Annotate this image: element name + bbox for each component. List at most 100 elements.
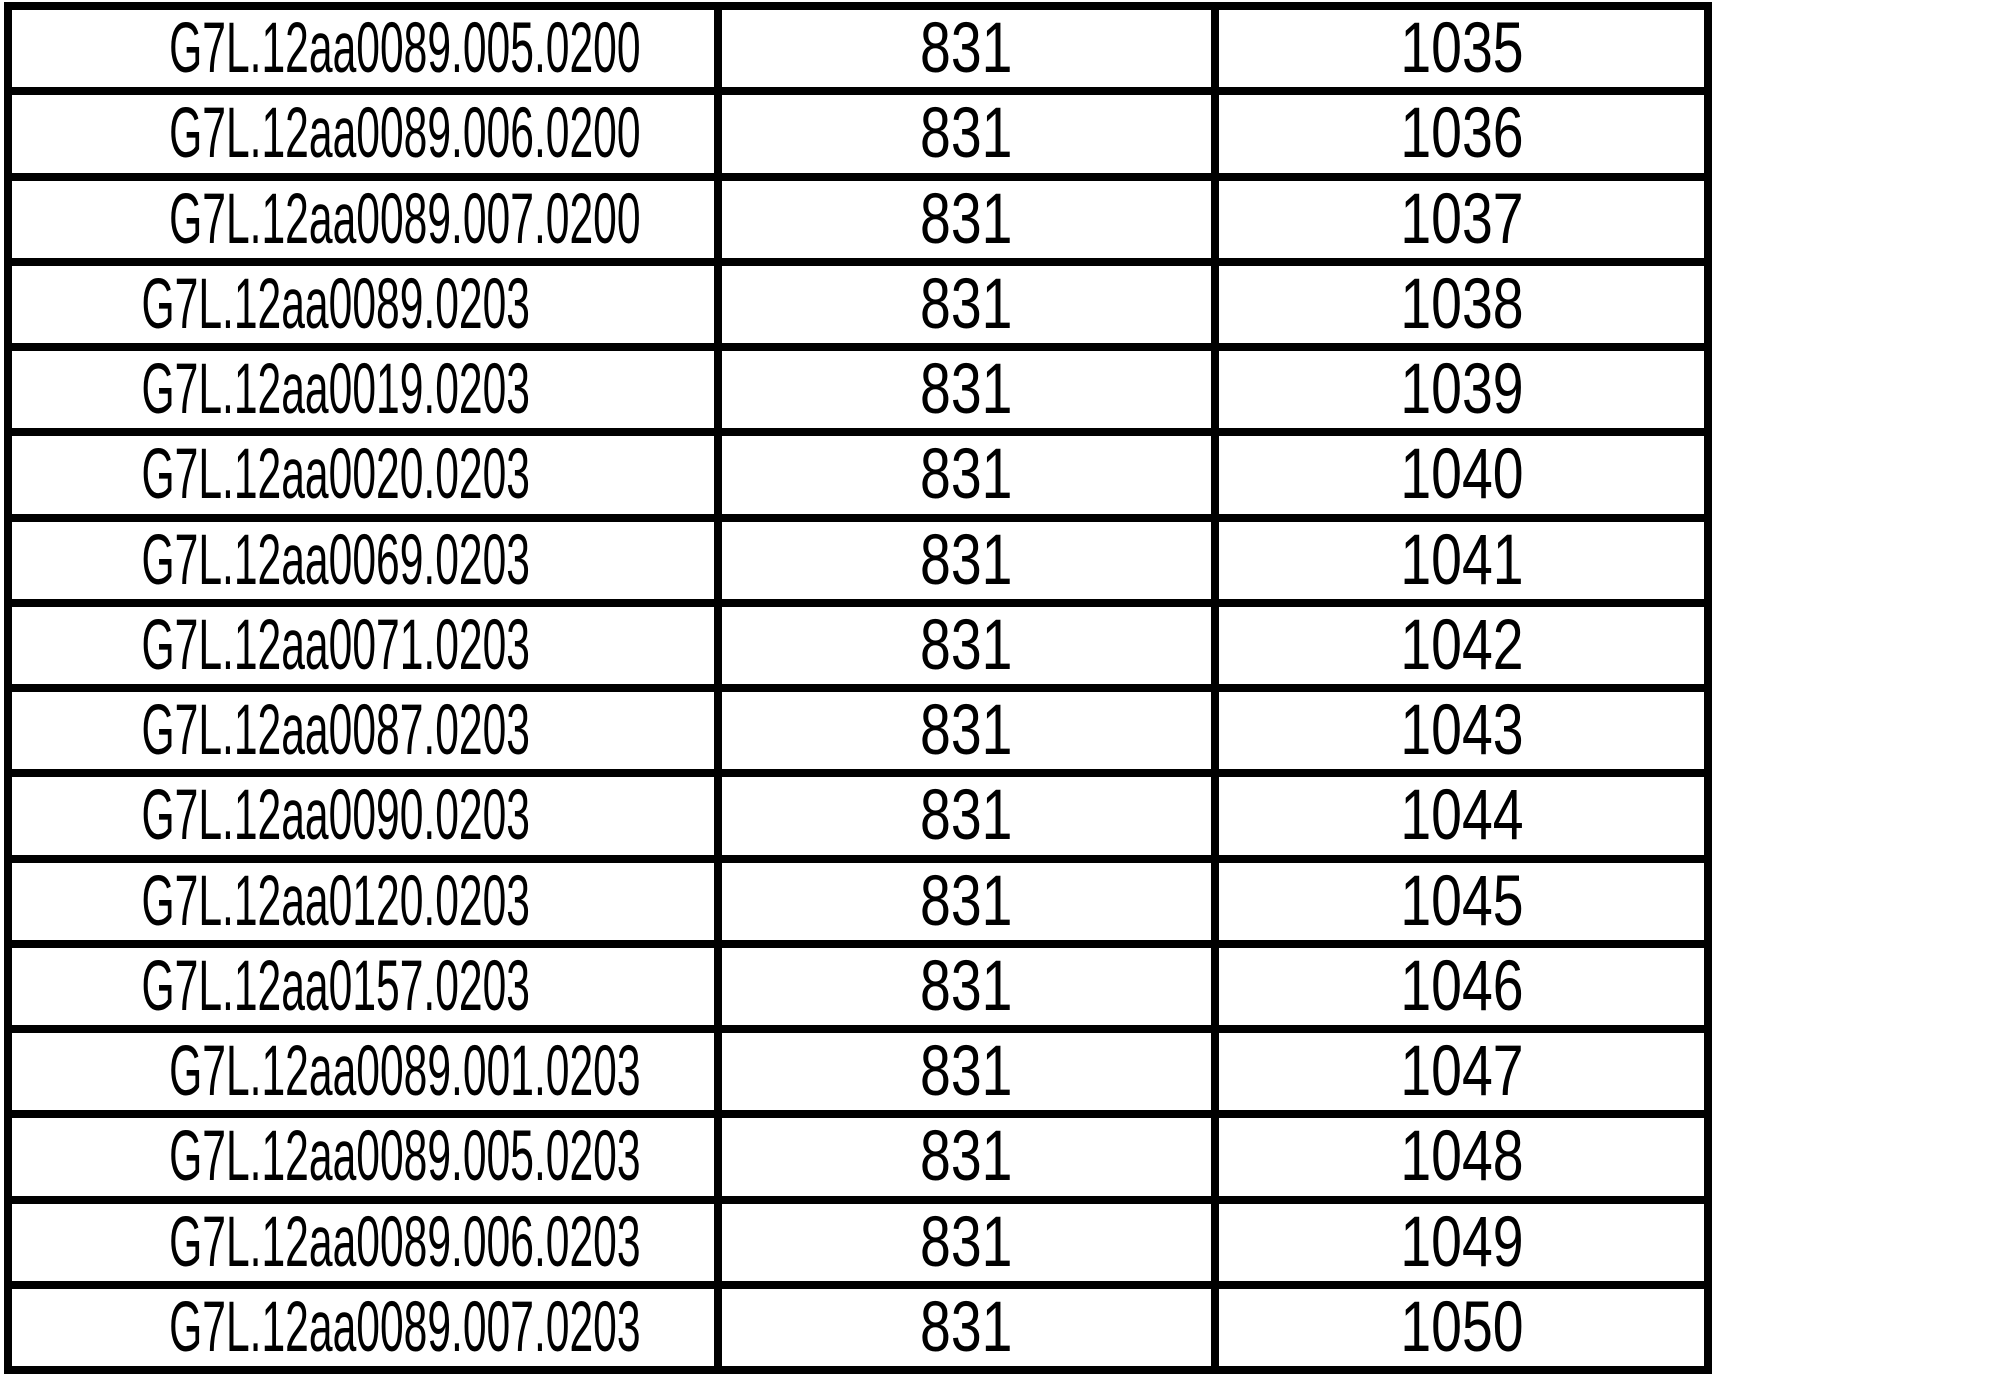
table-row: G7L.12aa0157.0203 831 1046	[4, 939, 1712, 1034]
table-cell-identifier: G7L.12aa0089.007.0203	[4, 1280, 722, 1375]
table-cell-col3-value: 1039	[1211, 342, 1712, 437]
col2-value-text: 831	[920, 861, 1013, 941]
table-row: G7L.12aa0019.0203 831 1039	[4, 342, 1712, 437]
table-cell-col2-value: 831	[714, 598, 1219, 693]
identifier-text: G7L.12aa0089.007.0200	[169, 179, 641, 259]
table-cell-identifier: G7L.12aa0089.005.0200	[4, 1, 722, 96]
table-cell-identifier: G7L.12aa0089.006.0200	[4, 87, 722, 181]
table-cell-col2-value: 831	[714, 342, 1219, 437]
table-row: G7L.12aa0089.0203 831 1038	[4, 257, 1712, 352]
table-cell-col3-value: 1038	[1211, 257, 1712, 352]
table-cell-col2-value: 831	[714, 1, 1219, 96]
table-row: G7L.12aa0089.007.0203 831 1050	[4, 1280, 1712, 1375]
table-cell-col2-value: 831	[714, 1024, 1219, 1119]
table-row: G7L.12aa0090.0203 831 1044	[4, 769, 1712, 863]
table-cell-col3-value: 1044	[1211, 769, 1712, 863]
identifier-text: G7L.12aa0089.007.0203	[169, 1287, 641, 1367]
table-row: G7L.12aa0089.006.0200 831 1036	[4, 87, 1712, 181]
table-cell-col2-value: 831	[714, 1280, 1219, 1375]
table-row: G7L.12aa0071.0203 831 1042	[4, 598, 1712, 693]
table-body: G7L.12aa0089.005.0200 831 1035 G7L.12aa0…	[4, 1, 1712, 1375]
table-cell-col2-value: 831	[714, 513, 1219, 607]
table-cell-identifier: G7L.12aa0090.0203	[4, 769, 722, 863]
table-cell-identifier: G7L.12aa0089.007.0200	[4, 172, 722, 266]
col3-value-text: 1041	[1399, 520, 1524, 600]
col3-value-text: 1043	[1399, 691, 1524, 771]
col3-value-text: 1048	[1399, 1117, 1524, 1197]
col2-value-text: 831	[920, 264, 1013, 344]
table-row: G7L.12aa0089.005.0200 831 1035	[4, 1, 1712, 96]
table-row: G7L.12aa0089.006.0203 831 1049	[4, 1195, 1712, 1289]
identifier-text: G7L.12aa0089.005.0200	[169, 9, 641, 89]
col2-value-text: 831	[920, 94, 1013, 174]
table-cell-col2-value: 831	[714, 683, 1219, 778]
table-row: G7L.12aa0069.0203 831 1041	[4, 513, 1712, 607]
table-cell-identifier: G7L.12aa0089.001.0203	[4, 1024, 722, 1119]
table-cell-identifier: G7L.12aa0157.0203	[4, 939, 722, 1034]
col3-value-text: 1049	[1399, 1202, 1524, 1282]
col3-value-text: 1038	[1399, 264, 1524, 344]
col2-value-text: 831	[920, 605, 1013, 685]
identifier-text: G7L.12aa0020.0203	[141, 435, 530, 515]
table-row: G7L.12aa0020.0203 831 1040	[4, 428, 1712, 522]
table-row: G7L.12aa0089.007.0200 831 1037	[4, 172, 1712, 266]
col3-value-text: 1044	[1399, 776, 1524, 856]
col3-value-text: 1040	[1399, 435, 1524, 515]
col3-value-text: 1045	[1399, 861, 1524, 941]
table-cell-col2-value: 831	[714, 769, 1219, 863]
col3-value-text: 1037	[1399, 179, 1524, 259]
col2-value-text: 831	[920, 520, 1013, 600]
col3-value-text: 1042	[1399, 605, 1524, 685]
table-cell-col2-value: 831	[714, 854, 1219, 948]
table-row: G7L.12aa0089.005.0203 831 1048	[4, 1110, 1712, 1204]
col3-value-text: 1047	[1399, 1032, 1524, 1112]
table-cell-col2-value: 831	[714, 1195, 1219, 1289]
table-cell-col3-value: 1050	[1211, 1280, 1712, 1375]
col3-value-text: 1039	[1399, 350, 1524, 430]
col3-value-text: 1035	[1399, 9, 1524, 89]
table-cell-identifier: G7L.12aa0120.0203	[4, 854, 722, 948]
table-cell-identifier: G7L.12aa0020.0203	[4, 428, 722, 522]
table-cell-col3-value: 1040	[1211, 428, 1712, 522]
sequence-id-table: G7L.12aa0089.005.0200 831 1035 G7L.12aa0…	[4, 1, 1712, 1375]
identifier-text: G7L.12aa0089.006.0200	[169, 94, 641, 174]
table-cell-identifier: G7L.12aa0069.0203	[4, 513, 722, 607]
table-cell-col2-value: 831	[714, 939, 1219, 1034]
table-cell-col2-value: 831	[714, 428, 1219, 522]
col2-value-text: 831	[920, 9, 1013, 89]
table-cell-identifier: G7L.12aa0089.005.0203	[4, 1110, 722, 1204]
table-cell-col3-value: 1048	[1211, 1110, 1712, 1204]
col2-value-text: 831	[920, 1117, 1013, 1197]
table-cell-col3-value: 1049	[1211, 1195, 1712, 1289]
table-cell-identifier: G7L.12aa0087.0203	[4, 683, 722, 778]
identifier-text: G7L.12aa0090.0203	[141, 776, 530, 856]
table-cell-col3-value: 1047	[1211, 1024, 1712, 1119]
table-cell-col3-value: 1043	[1211, 683, 1712, 778]
table-cell-col2-value: 831	[714, 87, 1219, 181]
col3-value-text: 1050	[1399, 1287, 1524, 1367]
col2-value-text: 831	[920, 776, 1013, 856]
col2-value-text: 831	[920, 350, 1013, 430]
table-cell-col2-value: 831	[714, 1110, 1219, 1204]
col2-value-text: 831	[920, 179, 1013, 259]
col3-value-text: 1046	[1399, 946, 1524, 1026]
table-cell-identifier: G7L.12aa0089.0203	[4, 257, 722, 352]
col2-value-text: 831	[920, 691, 1013, 771]
identifier-text: G7L.12aa0071.0203	[141, 605, 530, 685]
table-cell-col3-value: 1035	[1211, 1, 1712, 96]
table-cell-col3-value: 1041	[1211, 513, 1712, 607]
table-cell-identifier: G7L.12aa0019.0203	[4, 342, 722, 437]
identifier-text: G7L.12aa0069.0203	[141, 520, 530, 600]
table-cell-col3-value: 1036	[1211, 87, 1712, 181]
table-cell-col3-value: 1046	[1211, 939, 1712, 1034]
identifier-text: G7L.12aa0089.006.0203	[169, 1202, 641, 1282]
table-cell-col3-value: 1045	[1211, 854, 1712, 948]
col2-value-text: 831	[920, 1287, 1013, 1367]
identifier-text: G7L.12aa0120.0203	[141, 861, 530, 941]
identifier-text: G7L.12aa0089.001.0203	[169, 1032, 641, 1112]
col2-value-text: 831	[920, 946, 1013, 1026]
identifier-text: G7L.12aa0089.005.0203	[169, 1117, 641, 1197]
identifier-text: G7L.12aa0089.0203	[141, 264, 530, 344]
table-cell-col3-value: 1042	[1211, 598, 1712, 693]
table-cell-identifier: G7L.12aa0089.006.0203	[4, 1195, 722, 1289]
